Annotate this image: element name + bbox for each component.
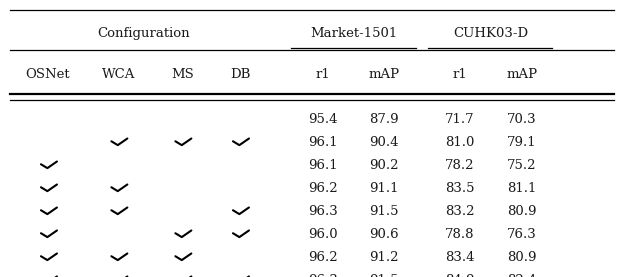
Text: 96.3: 96.3 — [308, 274, 338, 277]
Text: 71.7: 71.7 — [445, 113, 474, 125]
Text: 87.9: 87.9 — [369, 113, 399, 125]
Text: 80.9: 80.9 — [507, 251, 536, 263]
Text: 90.4: 90.4 — [369, 136, 399, 148]
Text: 83.4: 83.4 — [445, 251, 474, 263]
Text: mAP: mAP — [506, 68, 537, 81]
Text: 82.4: 82.4 — [507, 274, 536, 277]
Text: 79.1: 79.1 — [507, 136, 536, 148]
Text: 81.0: 81.0 — [445, 136, 474, 148]
Text: 83.2: 83.2 — [445, 205, 474, 217]
Text: 96.3: 96.3 — [308, 205, 338, 217]
Text: WCA: WCA — [102, 68, 135, 81]
Text: 95.4: 95.4 — [308, 113, 338, 125]
Text: 96.1: 96.1 — [308, 136, 338, 148]
Text: 90.2: 90.2 — [369, 159, 399, 171]
Text: 91.1: 91.1 — [369, 182, 399, 194]
Text: 90.6: 90.6 — [369, 228, 399, 240]
Text: 91.5: 91.5 — [369, 274, 399, 277]
Text: r1: r1 — [316, 68, 331, 81]
Text: Market-1501: Market-1501 — [310, 27, 397, 40]
Text: r1: r1 — [452, 68, 467, 81]
Text: 78.2: 78.2 — [445, 159, 474, 171]
Text: OSNet: OSNet — [26, 68, 70, 81]
Text: CUHK03-D: CUHK03-D — [453, 27, 528, 40]
Text: 70.3: 70.3 — [507, 113, 536, 125]
Text: MS: MS — [171, 68, 194, 81]
Text: 91.5: 91.5 — [369, 205, 399, 217]
Text: 76.3: 76.3 — [507, 228, 536, 240]
Text: 78.8: 78.8 — [445, 228, 474, 240]
Text: 75.2: 75.2 — [507, 159, 536, 171]
Text: 80.9: 80.9 — [507, 205, 536, 217]
Text: 83.5: 83.5 — [445, 182, 474, 194]
Text: 96.1: 96.1 — [308, 159, 338, 171]
Text: 96.2: 96.2 — [308, 251, 338, 263]
Text: 96.0: 96.0 — [308, 228, 338, 240]
Text: Configuration: Configuration — [98, 27, 190, 40]
Text: 84.9: 84.9 — [445, 274, 474, 277]
Text: 81.1: 81.1 — [507, 182, 536, 194]
Text: mAP: mAP — [369, 68, 399, 81]
Text: 96.2: 96.2 — [308, 182, 338, 194]
Text: DB: DB — [230, 68, 250, 81]
Text: 91.2: 91.2 — [369, 251, 399, 263]
